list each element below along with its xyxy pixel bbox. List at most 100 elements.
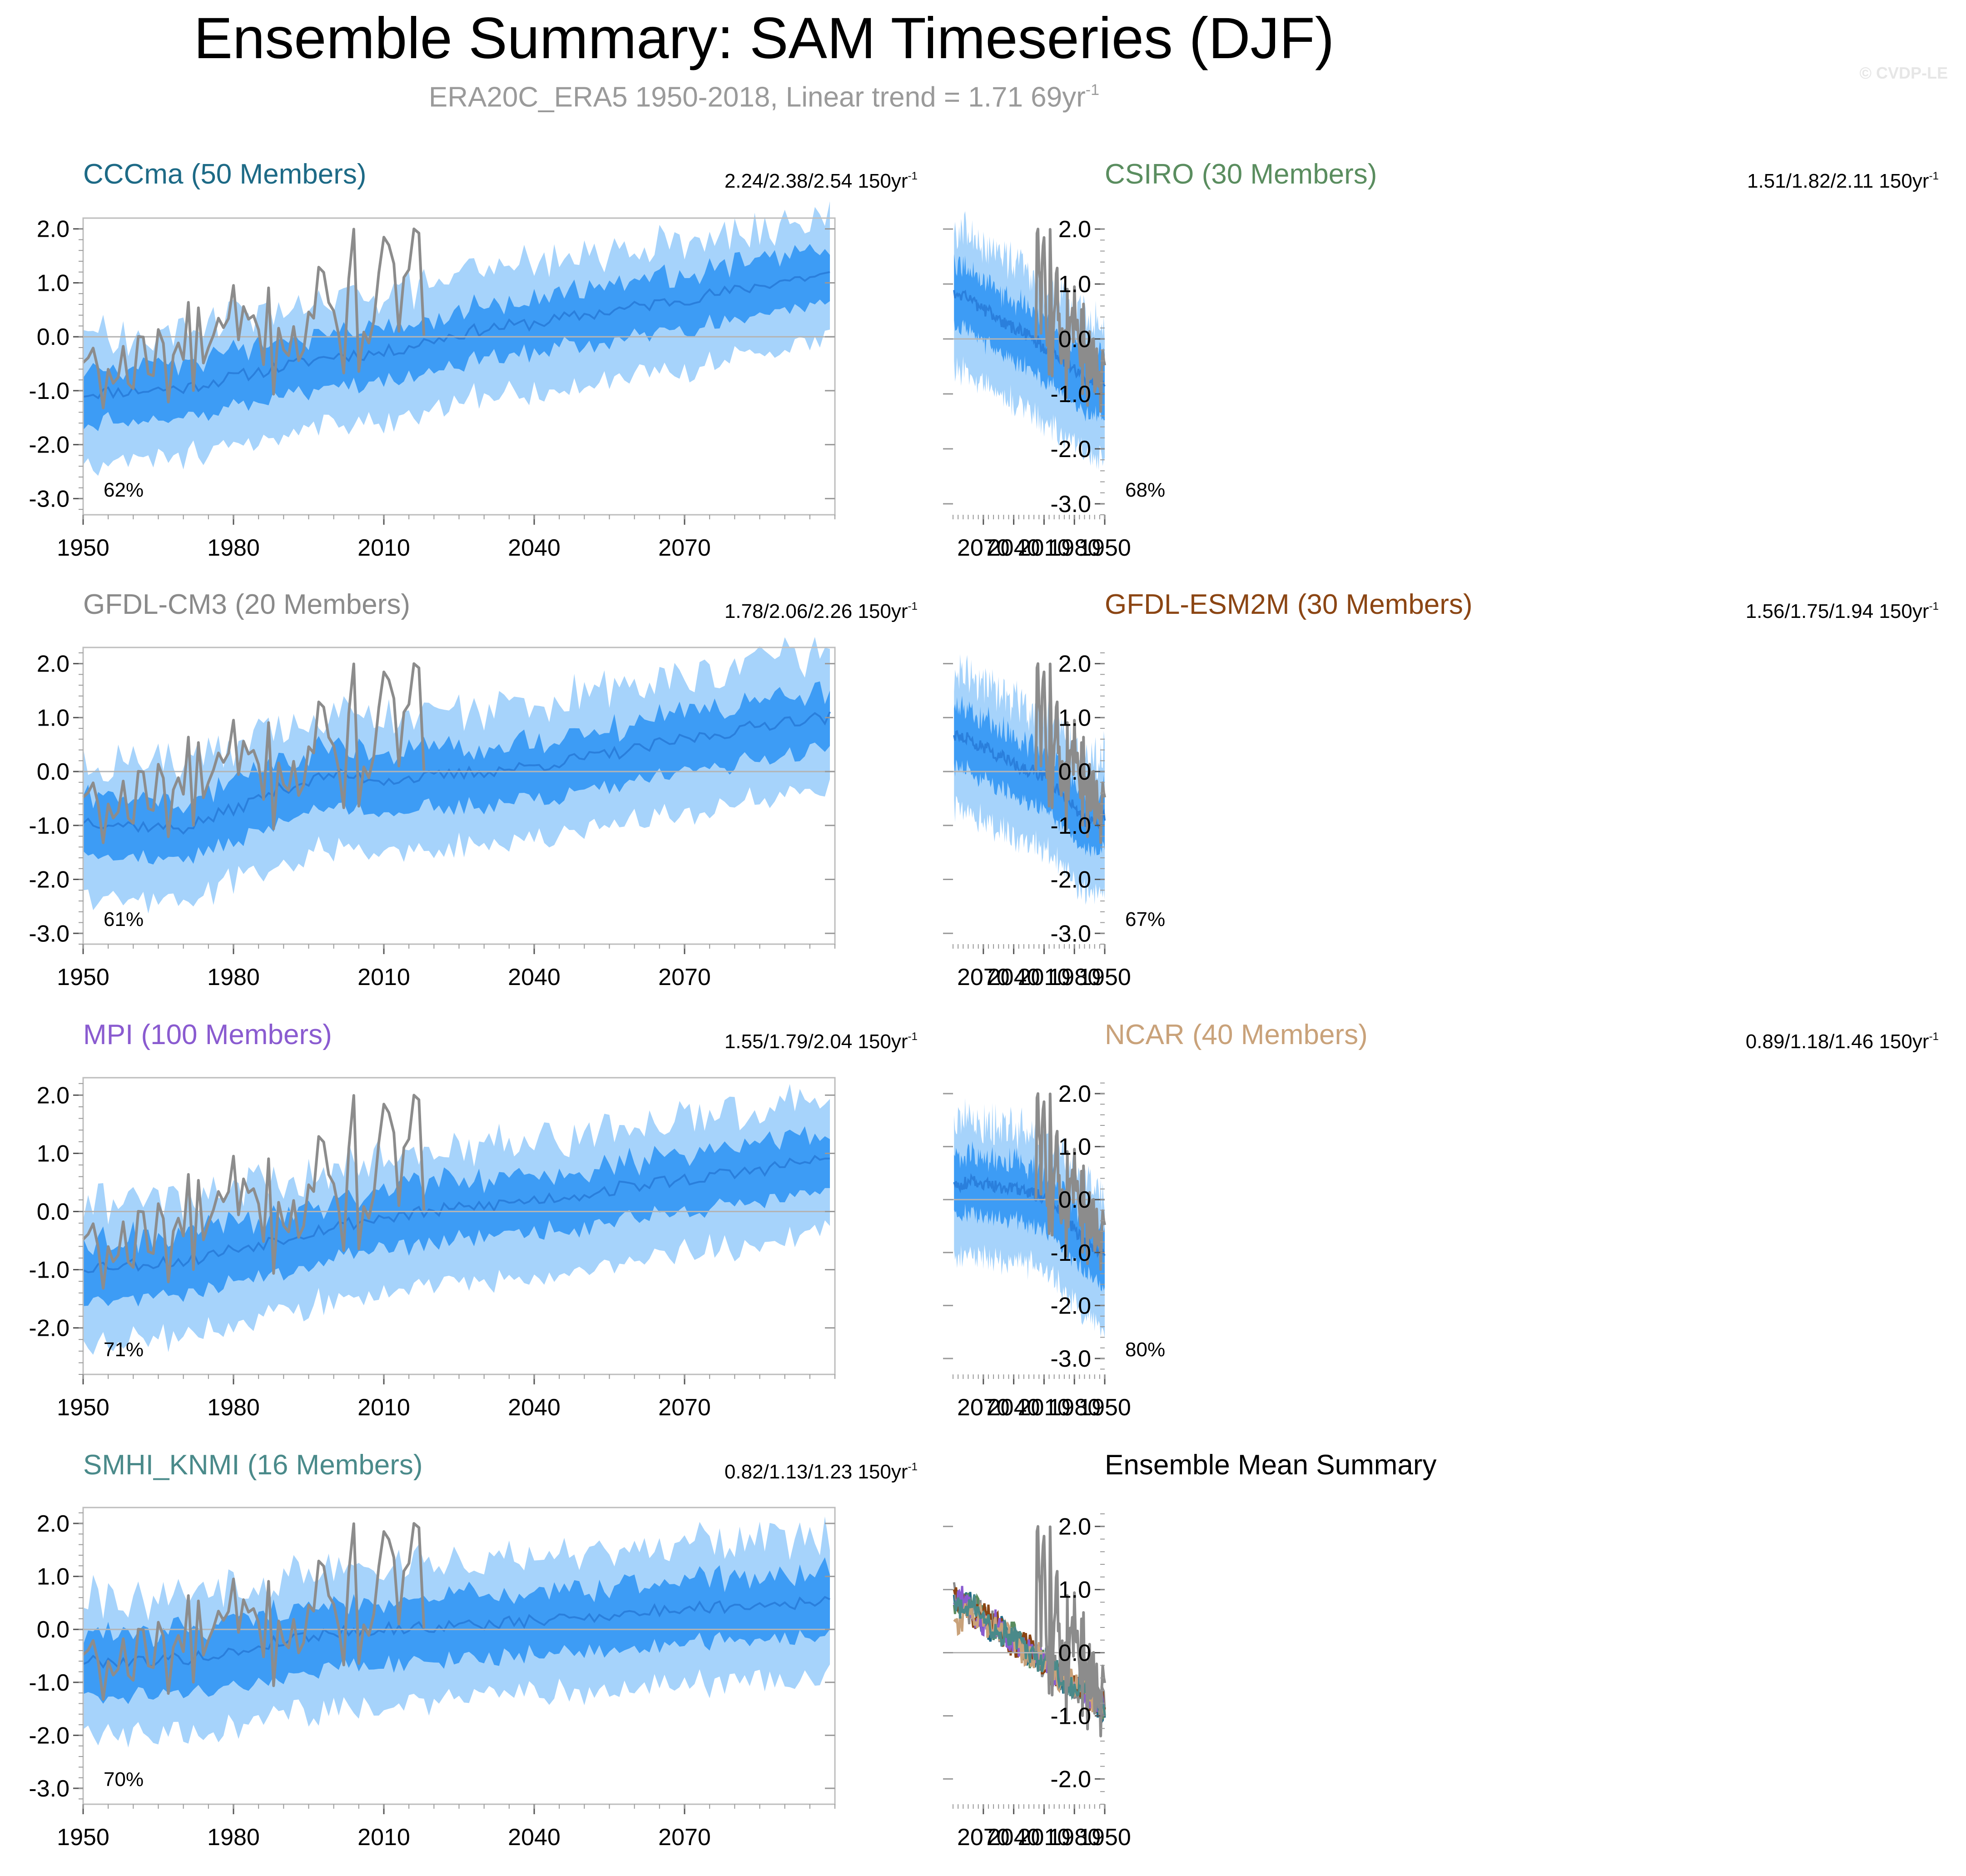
y-tick-label: -2.0	[29, 1315, 70, 1342]
credit-watermark: © CVDP-LE	[1859, 64, 1948, 82]
percent-label: 80%	[1125, 1339, 1165, 1361]
panel-0: 2.0 1.0 0.0 -1.0 -2.0 -3.0 1950 1980 2010 2040 207…	[29, 201, 836, 561]
x-tick-label: 2010	[357, 1824, 410, 1851]
y-tick-label: -1.0	[29, 1670, 70, 1696]
y-tick-label: 2.0	[1058, 1514, 1091, 1540]
panel-2: 2.0 1.0 0.0 -1.0 -2.0 -3.0 1950 1980 2010 2040 207…	[29, 637, 836, 990]
y-tick-label: -1.0	[29, 813, 70, 839]
x-tick-label: 1980	[1048, 1824, 1101, 1851]
x-tick-label: 2070	[658, 1824, 711, 1851]
x-tick-label: 1980	[207, 535, 260, 561]
x-tick-label: 1950	[1078, 1824, 1131, 1851]
observed-series-line	[82, 662, 426, 844]
y-tick-label: 0.0	[1058, 759, 1091, 785]
y-tick-label: -3.0	[29, 1776, 70, 1802]
x-tick-label: 2070	[957, 1824, 1010, 1851]
x-tick-label: 1950	[57, 1824, 109, 1851]
trend-exponent: -1	[1929, 170, 1939, 182]
panel-title-smhi-knmi: SMHI_KNMI (16 Members)	[83, 1449, 423, 1481]
panel-title-csiro: CSIRO (30 Members)	[1105, 159, 1377, 190]
x-tick-label: 1980	[1048, 535, 1101, 561]
observed-series-line	[1034, 228, 1106, 413]
trend-label-gfdl-esm2m: 1.56/1.75/1.94 150yr-1	[1746, 593, 1939, 625]
x-tick-label: 1980	[1048, 1394, 1101, 1421]
x-tick-label: 2040	[508, 964, 561, 990]
trend-label-cccma: 2.24/2.38/2.54 150yr-1	[725, 163, 918, 195]
y-tick-label: 1.0	[1058, 1134, 1091, 1160]
panel-title-gfdl-cm3: GFDL-CM3 (20 Members)	[83, 589, 410, 620]
x-tick-label: 2010	[1018, 535, 1071, 561]
percent-label: 62%	[104, 479, 144, 501]
y-tick-label: 0.0	[37, 759, 70, 785]
y-tick-label: -2.0	[29, 432, 70, 458]
observed-series-line	[82, 227, 426, 409]
x-tick-label: 1980	[207, 1394, 260, 1421]
y-tick-label: -1.0	[1050, 1703, 1091, 1729]
y-tick-label: -1.0	[1050, 813, 1091, 839]
ensemble-mean-line	[82, 712, 831, 835]
trend-text: 2.24/2.38/2.54 150yr	[724, 170, 908, 193]
x-tick-label: 1980	[1048, 964, 1101, 990]
ensemble-mean-line	[953, 730, 1106, 830]
y-tick-label: -2.0	[29, 1722, 70, 1749]
observed-series-line	[1034, 1092, 1106, 1271]
y-tick-label: -1.0	[29, 378, 70, 404]
trend-exponent: -1	[908, 600, 918, 612]
x-tick-label: 1980	[207, 964, 260, 990]
y-tick-label: 1.0	[1058, 705, 1091, 731]
panel-title-ncar: NCAR (40 Members)	[1105, 1019, 1368, 1050]
trend-text: 1.51/1.82/2.11 150yr	[1747, 170, 1929, 193]
panel-title-cccma: CCCma (50 Members)	[83, 159, 367, 190]
y-tick-label: -2.0	[1050, 1766, 1091, 1792]
percent-label: 70%	[104, 1768, 144, 1791]
x-tick-label: 1950	[1078, 535, 1131, 561]
x-tick-label: 1950	[57, 964, 109, 990]
x-tick-label: 2040	[988, 964, 1040, 990]
y-tick-label: -3.0	[1050, 491, 1091, 518]
inner-band-25-75	[83, 1557, 830, 1704]
panel-3: 2.0 1.0 0.0 -1.0 -2.0 -3.0 1950198020102040207…	[943, 651, 1165, 990]
x-tick-label: 2010	[357, 964, 410, 990]
x-tick-label: 1950	[57, 1394, 109, 1421]
ensemble-mean-line	[953, 289, 1106, 387]
x-tick-label: 1950	[57, 535, 109, 561]
subtitle-exponent: -1	[1085, 81, 1100, 99]
x-tick-label: 1950	[1078, 1394, 1131, 1421]
x-tick-label: 2070	[957, 535, 1010, 561]
x-tick-label: 2070	[957, 1394, 1010, 1421]
percent-label: 67%	[1125, 908, 1165, 931]
y-tick-label: 0.0	[1058, 326, 1091, 353]
y-tick-label: 1.0	[37, 1564, 70, 1590]
y-tick-label: -2.0	[1050, 867, 1091, 893]
percent-label: 68%	[1125, 479, 1165, 501]
y-tick-label: 2.0	[1058, 1081, 1091, 1107]
y-tick-label: 1.0	[37, 705, 70, 731]
y-tick-label: 0.0	[1058, 1640, 1091, 1667]
y-tick-label: -2.0	[1050, 436, 1091, 463]
trend-text: 0.89/1.18/1.46 150yr	[1745, 1030, 1929, 1053]
x-tick-label: 2040	[988, 1824, 1040, 1851]
panel-1: 2.0 1.0 0.0 -1.0 -2.0 -3.0 1950198020102040207…	[943, 211, 1165, 561]
trend-label-csiro: 1.51/1.82/2.11 150yr-1	[1747, 163, 1939, 195]
y-tick-label: 2.0	[37, 216, 70, 243]
y-tick-label: 1.0	[1058, 271, 1091, 298]
y-tick-label: 1.0	[37, 270, 70, 296]
x-tick-label: 2070	[658, 964, 711, 990]
y-tick-label: -3.0	[1050, 921, 1091, 947]
y-tick-label: -2.0	[1050, 1293, 1091, 1319]
x-tick-label: 2070	[658, 535, 711, 561]
x-tick-label: 2010	[357, 1394, 410, 1421]
trend-exponent: -1	[1929, 600, 1939, 612]
x-tick-label: 2070	[658, 1394, 711, 1421]
trend-label-smhi-knmi: 0.82/1.13/1.23 150yr-1	[725, 1453, 918, 1486]
trend-exponent: -1	[908, 170, 918, 182]
y-tick-label: 0.0	[37, 324, 70, 350]
y-tick-label: -3.0	[29, 486, 70, 512]
y-tick-label: 1.0	[37, 1140, 70, 1167]
y-tick-label: 0.0	[37, 1617, 70, 1643]
y-tick-label: 2.0	[37, 1082, 70, 1109]
x-tick-label: 2070	[957, 964, 1010, 990]
y-tick-label: -1.0	[1050, 381, 1091, 408]
